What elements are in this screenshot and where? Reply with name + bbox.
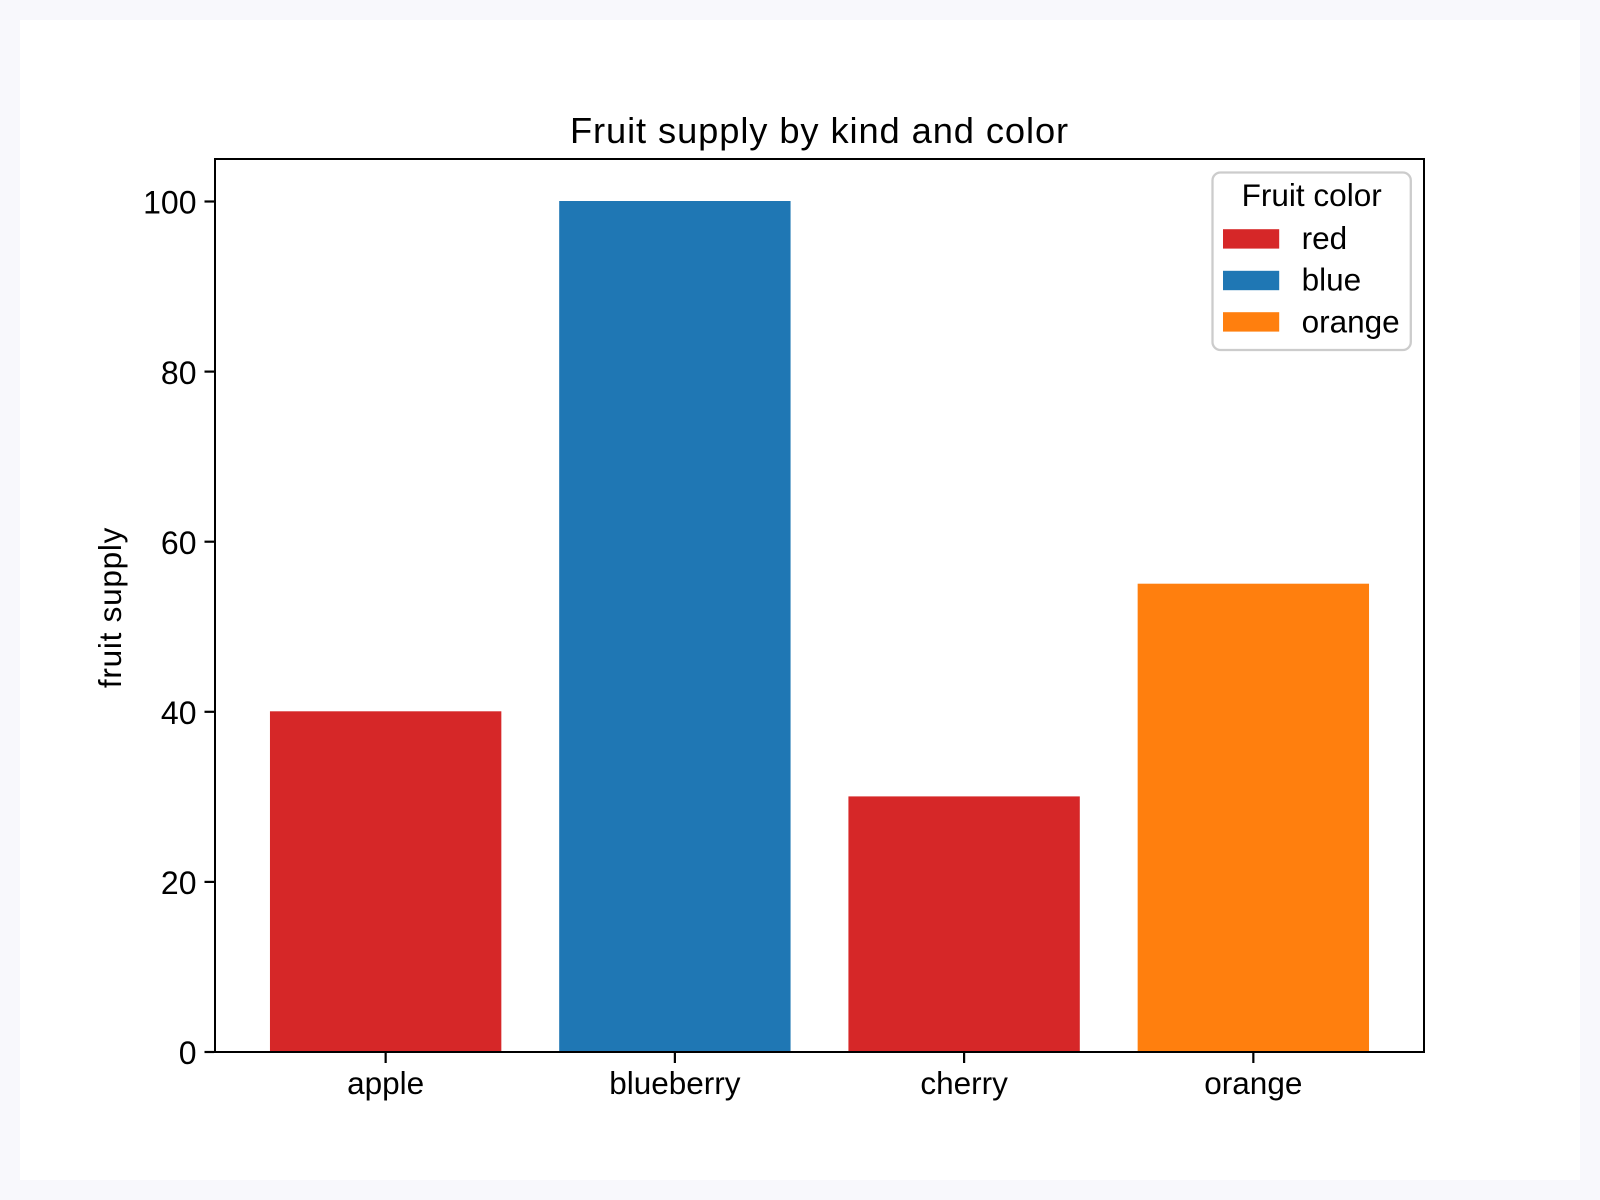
svg-text:fruit supply: fruit supply bbox=[92, 527, 128, 688]
svg-text:80: 80 bbox=[161, 355, 197, 391]
svg-text:100: 100 bbox=[143, 185, 196, 221]
svg-text:red: red bbox=[1302, 220, 1348, 256]
svg-text:blue: blue bbox=[1302, 262, 1362, 298]
svg-text:20: 20 bbox=[161, 865, 197, 901]
svg-text:60: 60 bbox=[161, 525, 197, 561]
svg-text:apple: apple bbox=[347, 1065, 424, 1101]
svg-text:cherry: cherry bbox=[920, 1065, 1008, 1101]
svg-text:Fruit color: Fruit color bbox=[1242, 177, 1382, 213]
svg-text:blueberry: blueberry bbox=[609, 1065, 741, 1101]
svg-text:orange: orange bbox=[1302, 303, 1400, 339]
svg-text:0: 0 bbox=[179, 1035, 197, 1071]
svg-text:40: 40 bbox=[161, 695, 197, 731]
svg-text:orange: orange bbox=[1204, 1065, 1302, 1101]
svg-text:Fruit supply by kind and color: Fruit supply by kind and color bbox=[570, 110, 1069, 151]
